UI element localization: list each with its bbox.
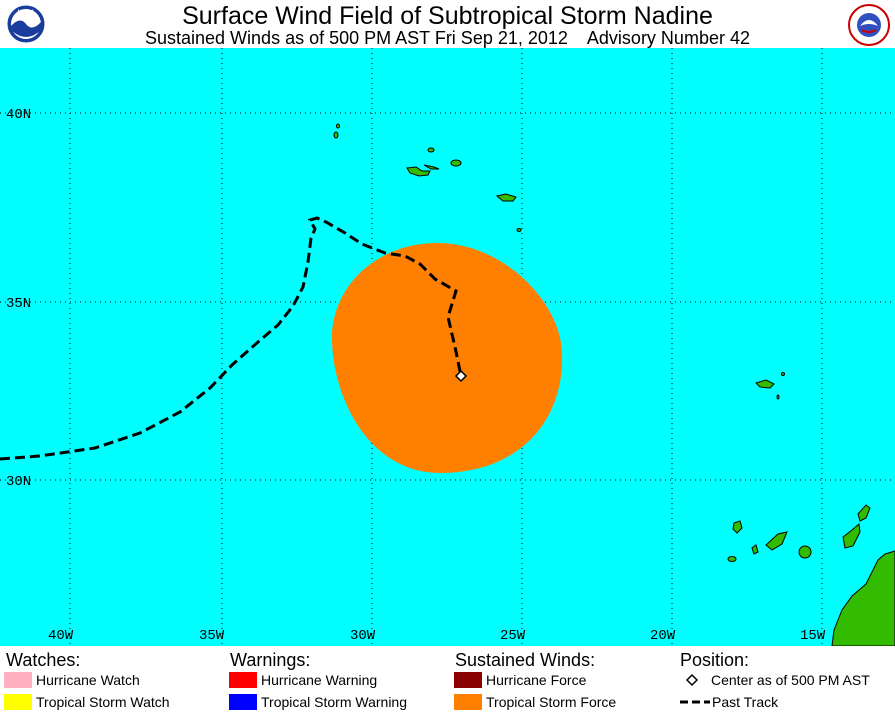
legend-label: Tropical Storm Watch	[36, 694, 170, 710]
legend-warnings-heading: Warnings:	[230, 650, 311, 670]
tropical-storm-wind-field	[331, 242, 563, 474]
header: NOAA Surface Wind Field of Subtropical S…	[0, 0, 895, 48]
hurricane-watch-swatch	[4, 672, 32, 688]
legend-item-hurricane-force: Hurricane Force	[454, 671, 586, 689]
legend-label: Hurricane Warning	[261, 672, 378, 688]
tropical-storm-watch-swatch	[4, 694, 32, 710]
page-title: Surface Wind Field of Subtropical Storm …	[182, 2, 713, 30]
legend-item-hurricane-warning: Hurricane Warning	[229, 671, 377, 689]
tropical-storm-warning-swatch	[229, 694, 257, 710]
legend-label: Hurricane Force	[486, 672, 587, 688]
svg-text:NOAA: NOAA	[17, 10, 34, 16]
lon-label-40w: 40W	[48, 628, 74, 644]
legend-item-hurricane-watch: Hurricane Watch	[4, 671, 140, 689]
nws-logo	[848, 4, 890, 51]
canary-islands	[727, 504, 871, 562]
hurricane-warning-swatch	[229, 672, 257, 688]
storm-center-icon	[454, 369, 468, 383]
legend-item-tropical-storm-force: Tropical Storm Force	[454, 693, 616, 711]
madeira-islands	[755, 372, 785, 400]
legend-watches-heading: Watches:	[6, 650, 81, 670]
past-track	[0, 216, 463, 461]
lon-label-25w: 25W	[500, 628, 526, 644]
legend-label: Tropical Storm Force	[486, 694, 617, 710]
storm-map: 40N 35N 30N 40W 35W 30W 25W 20W 15W	[0, 48, 895, 647]
legend-position-heading: Position:	[680, 650, 750, 670]
legend-label: Past Track	[712, 694, 779, 710]
page-subtitle: Sustained Winds as of 500 PM AST Fri Sep…	[145, 28, 750, 48]
dashed-line-icon	[680, 700, 710, 704]
azores-islands	[333, 123, 522, 232]
tropical-storm-force-swatch	[454, 694, 482, 710]
hurricane-force-swatch	[454, 672, 482, 688]
legend-item-center: Center as of 500 PM AST	[684, 671, 870, 689]
legend-label: Hurricane Watch	[36, 672, 140, 688]
noaa-logo: NOAA	[6, 4, 46, 49]
lat-label-35n: 35N	[6, 296, 31, 312]
lon-label-15w: 15W	[800, 628, 826, 644]
legend: Watches: Hurricane Watch Tropical Storm …	[0, 646, 895, 716]
lat-label-30n: 30N	[6, 474, 31, 490]
legend-item-past-track: Past Track	[680, 693, 778, 711]
lon-label-30w: 30W	[350, 628, 376, 644]
lat-label-40n: 40N	[6, 107, 31, 123]
diamond-icon	[685, 673, 699, 687]
legend-item-tropical-storm-warning: Tropical Storm Warning	[229, 693, 407, 711]
legend-label: Center as of 500 PM AST	[711, 672, 870, 688]
lon-label-35w: 35W	[199, 628, 225, 644]
lat-lon-grid	[0, 48, 895, 646]
legend-label: Tropical Storm Warning	[261, 694, 408, 710]
legend-winds-heading: Sustained Winds:	[455, 650, 596, 670]
lon-label-20w: 20W	[650, 628, 676, 644]
legend-item-tropical-storm-watch: Tropical Storm Watch	[4, 693, 170, 711]
